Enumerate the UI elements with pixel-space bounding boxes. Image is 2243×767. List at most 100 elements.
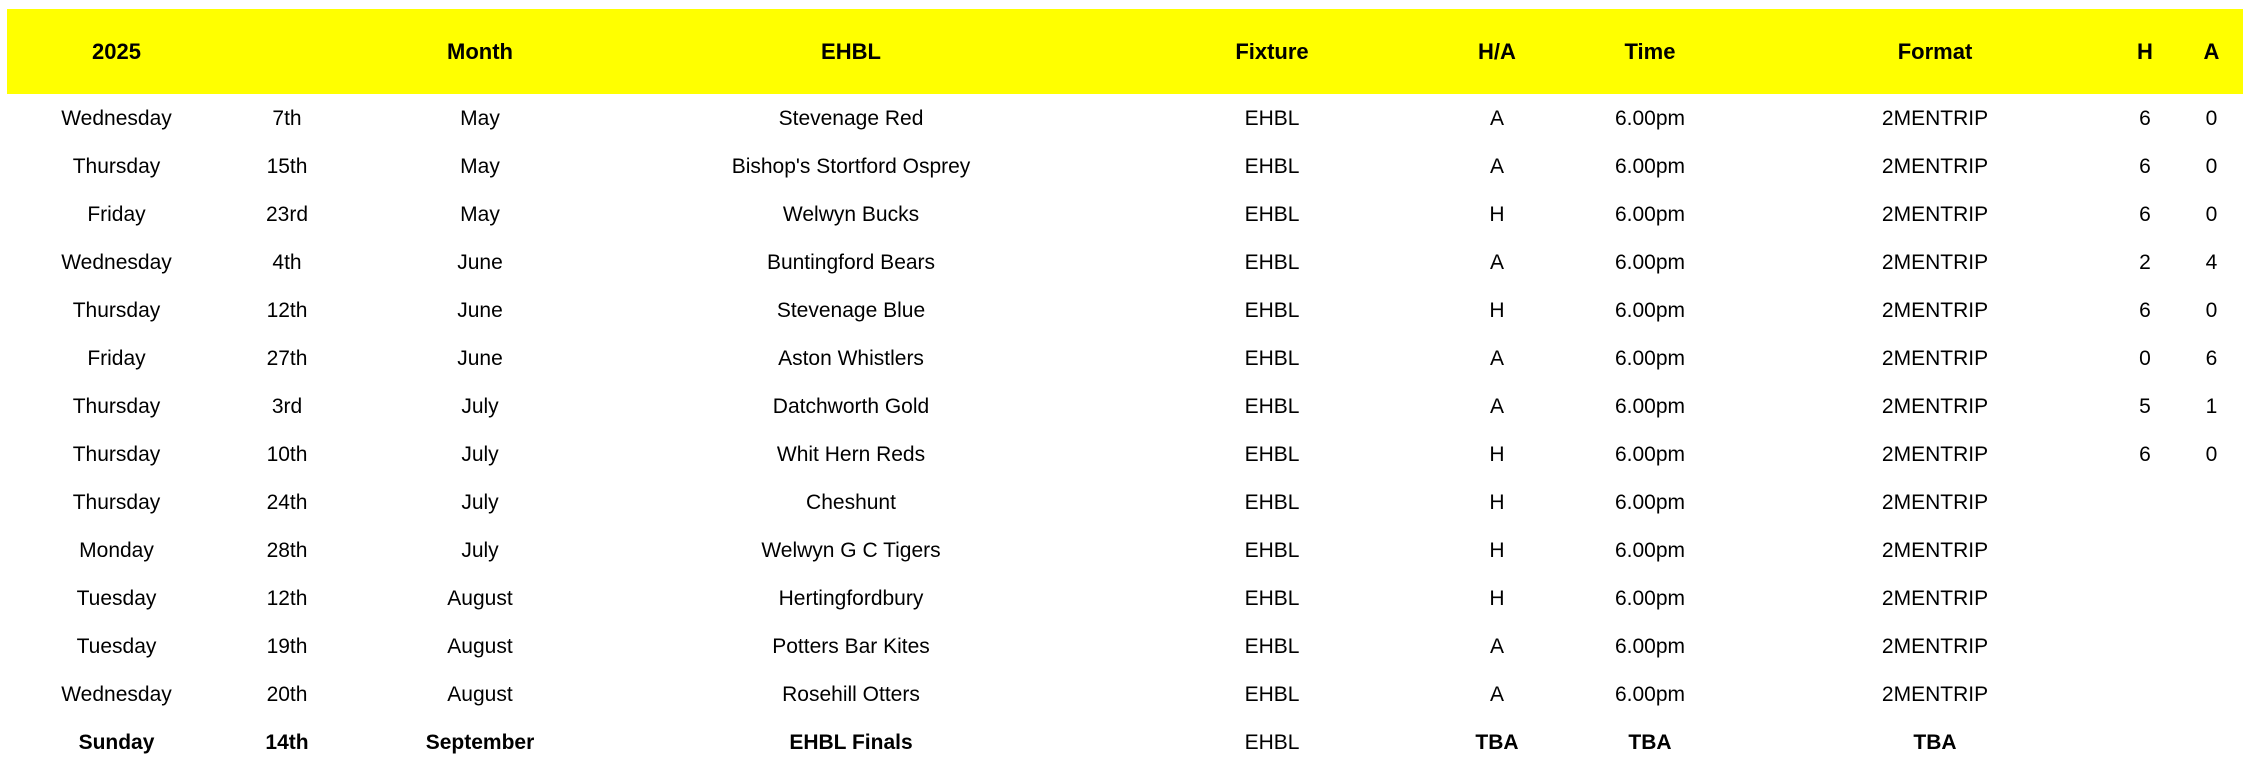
cell-day: Tuesday (76, 586, 157, 610)
cell-fixture: EHBL (1244, 202, 1300, 226)
cell-time: 6.00pm (1614, 346, 1686, 370)
header-cell-date (226, 9, 348, 94)
cell-home-away: H (1489, 538, 1505, 562)
cell-home-away: A (1489, 634, 1504, 658)
cell-date: 24th (266, 490, 308, 514)
cell-day: Wednesday (61, 682, 172, 706)
cell-month: August (447, 634, 513, 658)
header-cell-time: Time (1624, 38, 1676, 64)
table-row: Monday 28th July Welwyn G C Tigers EHBL … (7, 526, 2243, 574)
cell-away-score (2180, 478, 2243, 526)
cell-fixture: EHBL (1244, 538, 1300, 562)
cell-home-away: H (1489, 586, 1505, 610)
cell-month: May (460, 202, 500, 226)
cell-away-score: 4 (2205, 250, 2218, 274)
cell-time: 6.00pm (1614, 442, 1686, 466)
cell-day: Sunday (78, 730, 155, 754)
table-row: Sunday 14th September EHBL Finals EHBL T… (7, 718, 2243, 766)
cell-time: 6.00pm (1614, 538, 1686, 562)
cell-month: August (447, 586, 513, 610)
cell-home-score: 5 (2139, 394, 2151, 418)
header-cell-fixture: Fixture (1235, 38, 1309, 64)
cell-home-away: A (1489, 682, 1504, 706)
cell-fixture: EHBL (1244, 634, 1300, 658)
cell-month: May (460, 106, 500, 130)
cell-home-away: A (1489, 394, 1504, 418)
table-row: Wednesday 4th June Buntingford Bears EHB… (7, 238, 2243, 286)
cell-fixture: EHBL (1244, 154, 1300, 178)
header-cell-year: 2025 (92, 38, 141, 64)
cell-format: 2MENTRIP (1881, 634, 1989, 658)
cell-home-score (2110, 670, 2180, 718)
cell-format: 2MENTRIP (1881, 346, 1989, 370)
cell-home-away: H (1489, 202, 1505, 226)
cell-away-score (2180, 622, 2243, 670)
cell-format: 2MENTRIP (1881, 106, 1989, 130)
cell-date: 15th (266, 154, 308, 178)
table-row: Wednesday 20th August Rosehill Otters EH… (7, 670, 2243, 718)
cell-home-score (2110, 574, 2180, 622)
cell-team: Rosehill Otters (782, 682, 920, 706)
cell-away-score (2180, 526, 2243, 574)
cell-team: Cheshunt (806, 490, 896, 514)
cell-time: 6.00pm (1614, 154, 1686, 178)
header-cell-month: Month (447, 38, 513, 64)
cell-fixture: EHBL (1244, 394, 1300, 418)
cell-team: Potters Bar Kites (772, 634, 930, 658)
cell-away-score: 1 (2205, 394, 2218, 418)
cell-home-score: 6 (2139, 106, 2151, 130)
cell-time: 6.00pm (1614, 202, 1686, 226)
cell-day: Friday (87, 346, 146, 370)
cell-fixture: EHBL (1244, 106, 1300, 130)
cell-home-away: A (1489, 250, 1504, 274)
cell-day: Thursday (72, 490, 161, 514)
table-row: Thursday 10th July Whit Hern Reds EHBL H… (7, 430, 2243, 478)
table-row: Tuesday 19th August Potters Bar Kites EH… (7, 622, 2243, 670)
cell-month: September (425, 730, 535, 754)
cell-date: 10th (266, 442, 308, 466)
cell-time: 6.00pm (1614, 298, 1686, 322)
cell-date: 20th (266, 682, 308, 706)
cell-away-score: 6 (2205, 346, 2218, 370)
cell-home-away: H (1489, 490, 1505, 514)
cell-away-score: 0 (2205, 106, 2218, 130)
table-row: Friday 27th June Aston Whistlers EHBL A … (7, 334, 2243, 382)
cell-away-score: 0 (2205, 442, 2218, 466)
table-row: Thursday 24th July Cheshunt EHBL H 6.00p… (7, 478, 2243, 526)
cell-team: Welwyn G C Tigers (761, 538, 941, 562)
cell-home-away: H (1489, 298, 1505, 322)
cell-day: Friday (87, 202, 146, 226)
cell-home-score: 6 (2139, 154, 2151, 178)
cell-month: July (461, 490, 499, 514)
table-row: Tuesday 12th August Hertingfordbury EHBL… (7, 574, 2243, 622)
cell-team: Aston Whistlers (778, 346, 924, 370)
cell-day: Thursday (72, 442, 161, 466)
cell-day: Wednesday (61, 250, 172, 274)
header-cell-league: EHBL (821, 38, 881, 64)
table-row: Wednesday 7th May Stevenage Red EHBL A 6… (7, 94, 2243, 142)
cell-date: 28th (266, 538, 308, 562)
header-cell-away-score: A (2203, 38, 2220, 64)
cell-month: July (461, 538, 499, 562)
cell-month: May (460, 154, 500, 178)
cell-date: 19th (266, 634, 308, 658)
table-row: Thursday 15th May Bishop's Stortford Osp… (7, 142, 2243, 190)
cell-home-score: 6 (2139, 442, 2151, 466)
cell-time: 6.00pm (1614, 682, 1686, 706)
cell-fixture: EHBL (1244, 442, 1300, 466)
cell-fixture: EHBL (1244, 586, 1300, 610)
cell-format: 2MENTRIP (1881, 442, 1989, 466)
cell-away-score (2180, 670, 2243, 718)
cell-time: 6.00pm (1614, 634, 1686, 658)
cell-away-score (2180, 574, 2243, 622)
cell-home-away: A (1489, 106, 1504, 130)
header-cell-home-score: H (2137, 38, 2153, 64)
cell-format: 2MENTRIP (1881, 250, 1989, 274)
cell-format: 2MENTRIP (1881, 490, 1989, 514)
cell-away-score: 0 (2205, 298, 2218, 322)
cell-fixture: EHBL (1244, 682, 1300, 706)
cell-team: Stevenage Red (778, 106, 924, 130)
cell-home-score: 6 (2139, 298, 2151, 322)
cell-time: 6.00pm (1614, 490, 1686, 514)
